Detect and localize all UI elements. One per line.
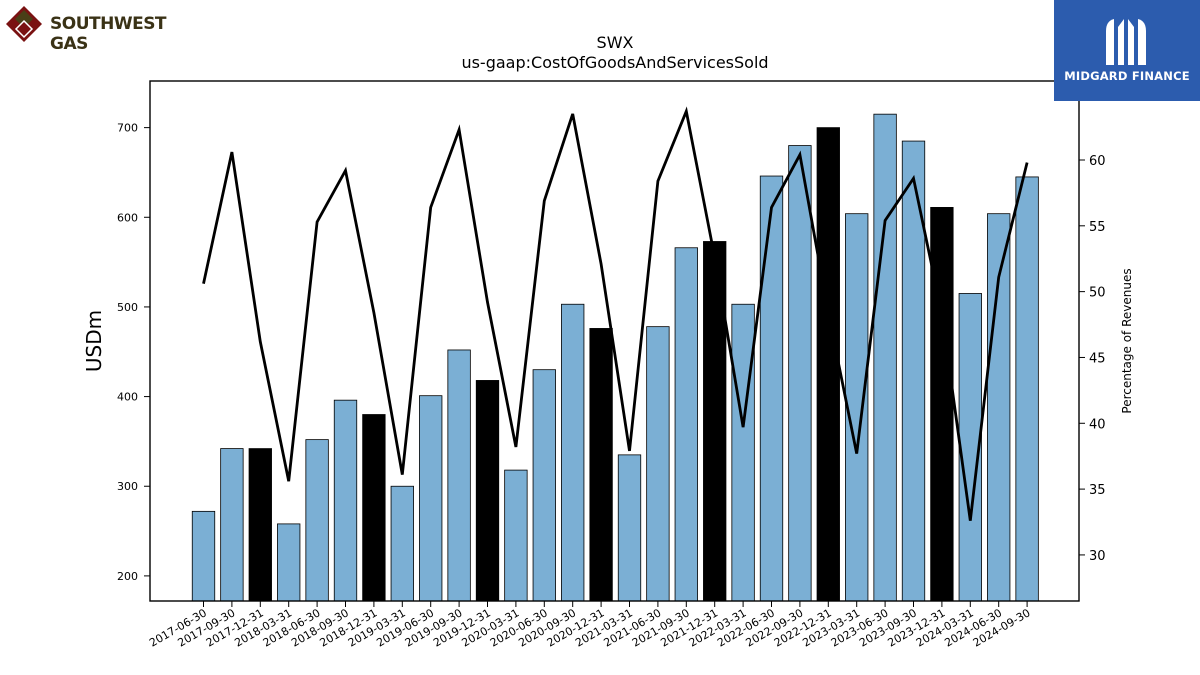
- bar-2018-06-30: [305, 439, 329, 602]
- southwest-gas-logo: SOUTHWEST GAS: [4, 4, 194, 54]
- bar-2019-03-31: [390, 485, 414, 602]
- y-axis-label: USDm: [82, 310, 106, 372]
- bar-2023-12-31: [930, 207, 954, 602]
- y-tick-label: 700: [117, 122, 138, 135]
- y2-tick-label: 45: [1089, 351, 1106, 366]
- bar-2017-06-30: [191, 510, 216, 602]
- y-tick-label: 600: [117, 211, 138, 224]
- y2-tick-label: 60: [1089, 154, 1106, 169]
- bar-2023-06-30: [873, 113, 897, 602]
- bar-2018-12-31: [362, 414, 386, 602]
- y-tick-label: 400: [117, 391, 138, 404]
- y-tick-label: 300: [117, 480, 138, 493]
- x-axis: 2017-06-302017-09-302017-12-312018-03-31…: [147, 601, 1033, 650]
- bar-2021-12-31: [703, 241, 727, 602]
- y-axis-right: 30 35 40 45 50 55 60: [1079, 154, 1106, 564]
- chart-title: SWX: [597, 33, 634, 52]
- bar-2022-12-31: [816, 127, 840, 602]
- bar-2020-09-30: [561, 303, 585, 602]
- bar-2017-09-30: [220, 448, 244, 602]
- y2-tick-label: 55: [1089, 220, 1106, 235]
- chart-subtitle: us-gaap:CostOfGoodsAndServicesSold: [461, 53, 768, 72]
- bar-2022-03-31: [731, 303, 755, 602]
- y2-tick-label: 50: [1089, 286, 1106, 301]
- bar-2020-12-31: [589, 328, 613, 602]
- midgard-emblem-icon: [1106, 19, 1146, 65]
- bar-2019-09-30: [447, 349, 471, 602]
- y-tick-label: 500: [117, 301, 138, 314]
- y2-tick-label: 40: [1089, 417, 1106, 432]
- southwest-gas-wordmark: SOUTHWEST GAS: [50, 14, 167, 54]
- bar-2019-12-31: [475, 380, 500, 602]
- percentage-of-revenues-line: [202, 106, 1029, 521]
- midgard-finance-wordmark: MIDGARD FINANCE: [1064, 69, 1190, 83]
- midgard-finance-logo: MIDGARD FINANCE: [1054, 0, 1200, 101]
- bar-2020-03-31: [504, 469, 528, 602]
- bar-2021-09-30: [674, 247, 698, 602]
- bar-2023-03-31: [845, 213, 869, 602]
- y2-axis-label: Percentage of Revenues: [1120, 268, 1134, 413]
- percentage-line-series: [202, 106, 1029, 521]
- bar-2020-06-30: [532, 369, 556, 602]
- bar-2024-09-30: [1015, 176, 1039, 602]
- bar-2019-06-30: [419, 395, 443, 602]
- y-tick-label: 200: [117, 570, 138, 583]
- bar-2018-03-31: [277, 523, 301, 602]
- bar-series: [191, 113, 1039, 602]
- bar-2022-06-30: [759, 175, 784, 602]
- bar-2018-09-30: [333, 399, 358, 602]
- bar-2022-09-30: [788, 145, 812, 602]
- diamond-logo-icon: [6, 6, 42, 42]
- bar-2021-03-31: [617, 454, 642, 602]
- y2-tick-label: 35: [1089, 483, 1106, 498]
- bar-2021-06-30: [646, 326, 670, 602]
- y2-tick-label: 30: [1089, 549, 1106, 564]
- y-axis-left: 200 300 400 500 600 700: [117, 122, 150, 583]
- bar-2017-12-31: [248, 448, 272, 602]
- plot-frame: [149, 80, 1080, 602]
